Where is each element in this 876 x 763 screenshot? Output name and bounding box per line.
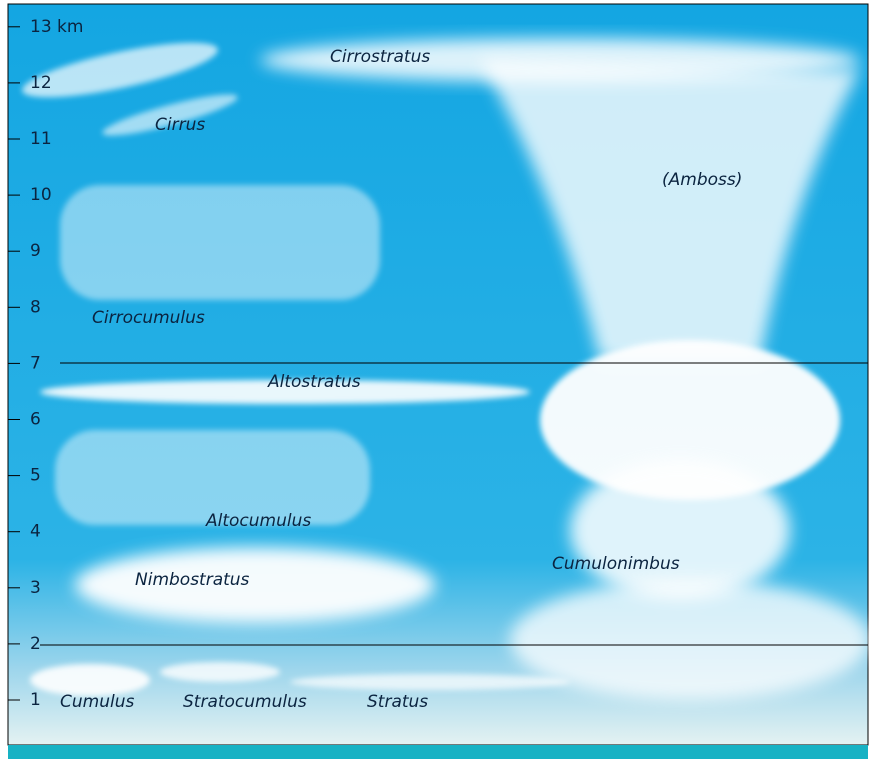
tick-label: 8: [30, 297, 41, 317]
tick-label: 10: [30, 185, 52, 205]
cloud-label: Stratocumulus: [183, 692, 307, 712]
tick-label: 3: [30, 578, 41, 598]
cloud-shapes: [22, 38, 870, 700]
cloud-label: (Amboss): [662, 170, 742, 190]
tick-label: 7: [30, 353, 41, 373]
tick-label: 1: [30, 690, 41, 710]
bottom-strip: [8, 745, 868, 759]
tick-label: 2: [30, 634, 41, 654]
cloud-label: Cirrostratus: [330, 47, 430, 67]
tick-label: 5: [30, 466, 41, 486]
cloud-label: Nimbostratus: [135, 570, 250, 590]
cloud-label: Altostratus: [267, 372, 361, 392]
cloud-label: Stratus: [367, 692, 428, 712]
cloud-label: Cumulus: [60, 692, 134, 712]
tick-label: 12: [30, 73, 52, 93]
cloud-label: Cirrocumulus: [92, 308, 205, 328]
cloud-label: Altocumulus: [205, 511, 311, 531]
tick-label: 11: [30, 129, 52, 149]
cloud-label: Cirrus: [155, 115, 205, 135]
cloud-label: Cumulonimbus: [552, 554, 680, 574]
tick-label: 6: [30, 410, 41, 430]
tick-label: 9: [30, 241, 41, 261]
tick-label: 4: [30, 522, 41, 542]
tick-label: 13 km: [30, 17, 83, 37]
